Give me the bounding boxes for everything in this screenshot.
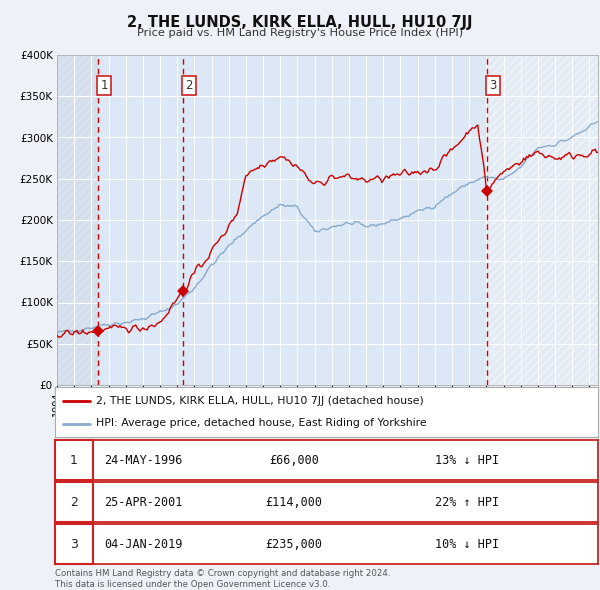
Bar: [57, 55, 98, 385]
Bar: [57, 55, 183, 385]
Text: 04-JAN-2019: 04-JAN-2019: [104, 537, 182, 550]
Text: Contains HM Land Registry data © Crown copyright and database right 2024.: Contains HM Land Registry data © Crown c…: [55, 569, 391, 578]
Text: 2, THE LUNDS, KIRK ELLA, HULL, HU10 7JJ: 2, THE LUNDS, KIRK ELLA, HULL, HU10 7JJ: [127, 15, 473, 30]
Bar: [57, 55, 183, 385]
Text: 3: 3: [489, 79, 496, 92]
Bar: [487, 55, 598, 385]
Text: £114,000: £114,000: [265, 496, 322, 509]
Text: 25-APR-2001: 25-APR-2001: [104, 496, 182, 509]
Text: 3: 3: [70, 537, 78, 550]
Text: 13% ↓ HPI: 13% ↓ HPI: [435, 454, 499, 467]
Text: Price paid vs. HM Land Registry's House Price Index (HPI): Price paid vs. HM Land Registry's House …: [137, 28, 463, 38]
Text: HPI: Average price, detached house, East Riding of Yorkshire: HPI: Average price, detached house, East…: [96, 418, 427, 428]
Bar: [98, 55, 487, 385]
Text: £235,000: £235,000: [265, 537, 322, 550]
Text: 2, THE LUNDS, KIRK ELLA, HULL, HU10 7JJ (detached house): 2, THE LUNDS, KIRK ELLA, HULL, HU10 7JJ …: [96, 395, 424, 405]
Text: £66,000: £66,000: [269, 454, 319, 467]
Text: 10% ↓ HPI: 10% ↓ HPI: [435, 537, 499, 550]
Text: This data is licensed under the Open Government Licence v3.0.: This data is licensed under the Open Gov…: [55, 579, 331, 589]
Text: 2: 2: [185, 79, 193, 92]
Text: 24-MAY-1996: 24-MAY-1996: [104, 454, 182, 467]
Text: 1: 1: [100, 79, 108, 92]
Text: 1: 1: [70, 454, 78, 467]
Bar: [487, 55, 598, 385]
Text: 22% ↑ HPI: 22% ↑ HPI: [435, 496, 499, 509]
Text: 2: 2: [70, 496, 78, 509]
